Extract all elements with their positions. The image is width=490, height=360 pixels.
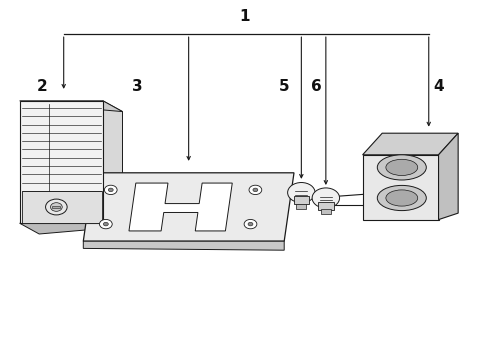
- Text: 3: 3: [132, 79, 143, 94]
- Polygon shape: [20, 101, 103, 223]
- Circle shape: [244, 219, 257, 229]
- Polygon shape: [20, 101, 122, 112]
- Text: 4: 4: [433, 79, 444, 94]
- Polygon shape: [363, 133, 458, 155]
- Polygon shape: [129, 183, 232, 231]
- Ellipse shape: [377, 155, 426, 180]
- Ellipse shape: [377, 185, 426, 211]
- Circle shape: [46, 199, 67, 215]
- Polygon shape: [439, 133, 458, 220]
- Text: 1: 1: [240, 9, 250, 24]
- Circle shape: [288, 183, 315, 203]
- Circle shape: [249, 185, 262, 194]
- Circle shape: [103, 222, 108, 226]
- Circle shape: [108, 188, 113, 192]
- Polygon shape: [103, 101, 122, 227]
- Circle shape: [253, 188, 258, 192]
- Circle shape: [104, 185, 117, 194]
- Circle shape: [312, 188, 340, 208]
- Polygon shape: [22, 191, 102, 223]
- Text: 2: 2: [36, 79, 47, 94]
- Polygon shape: [83, 241, 284, 250]
- Text: 6: 6: [311, 79, 321, 94]
- Ellipse shape: [386, 190, 417, 206]
- FancyBboxPatch shape: [294, 196, 309, 204]
- FancyBboxPatch shape: [321, 209, 331, 214]
- Polygon shape: [83, 173, 294, 241]
- Circle shape: [50, 203, 62, 211]
- FancyBboxPatch shape: [52, 206, 60, 208]
- Polygon shape: [363, 155, 439, 220]
- Circle shape: [99, 219, 112, 229]
- Ellipse shape: [386, 159, 417, 175]
- FancyBboxPatch shape: [318, 202, 334, 210]
- Text: 5: 5: [279, 79, 290, 94]
- Polygon shape: [20, 223, 122, 234]
- FancyBboxPatch shape: [296, 204, 306, 209]
- Circle shape: [248, 222, 253, 226]
